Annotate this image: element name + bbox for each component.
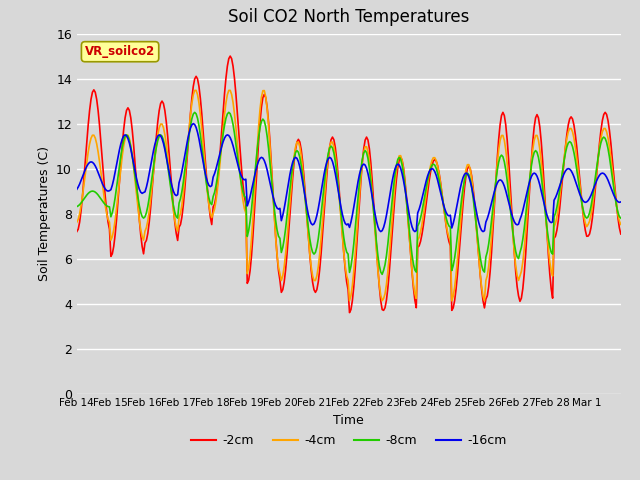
Y-axis label: Soil Temperatures (C): Soil Temperatures (C): [38, 146, 51, 281]
Text: VR_soilco2: VR_soilco2: [85, 45, 156, 58]
X-axis label: Time: Time: [333, 414, 364, 427]
Legend: -2cm, -4cm, -8cm, -16cm: -2cm, -4cm, -8cm, -16cm: [186, 429, 511, 452]
Title: Soil CO2 North Temperatures: Soil CO2 North Temperatures: [228, 9, 470, 26]
